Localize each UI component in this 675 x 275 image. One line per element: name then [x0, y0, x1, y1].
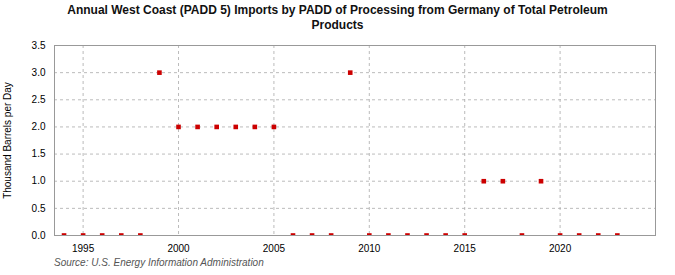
svg-text:0.0: 0.0 [32, 230, 46, 241]
svg-text:1.0: 1.0 [32, 175, 46, 186]
svg-text:0.5: 0.5 [32, 203, 46, 214]
svg-text:2005: 2005 [263, 243, 286, 254]
svg-text:2020: 2020 [549, 243, 572, 254]
svg-text:1.5: 1.5 [32, 148, 46, 159]
svg-text:2015: 2015 [454, 243, 477, 254]
svg-text:2.0: 2.0 [32, 121, 46, 132]
svg-text:3.0: 3.0 [32, 67, 46, 78]
svg-text:2010: 2010 [358, 243, 381, 254]
html-text:Annual West Coast (PADD 5) Imp: Annual West Coast (PADD 5) Imports by PA… [67, 3, 608, 32]
svg-text:2000: 2000 [167, 243, 190, 254]
svg-text:1995: 1995 [72, 243, 95, 254]
svg-text:Thousand Barrels per Day: Thousand Barrels per Day [2, 82, 13, 199]
svg-text:2.5: 2.5 [32, 94, 46, 105]
html-text:Source: U.S. Energy Informatio: Source: U.S. Energy Information Administ… [54, 257, 264, 268]
svg-text:3.5: 3.5 [32, 40, 46, 51]
